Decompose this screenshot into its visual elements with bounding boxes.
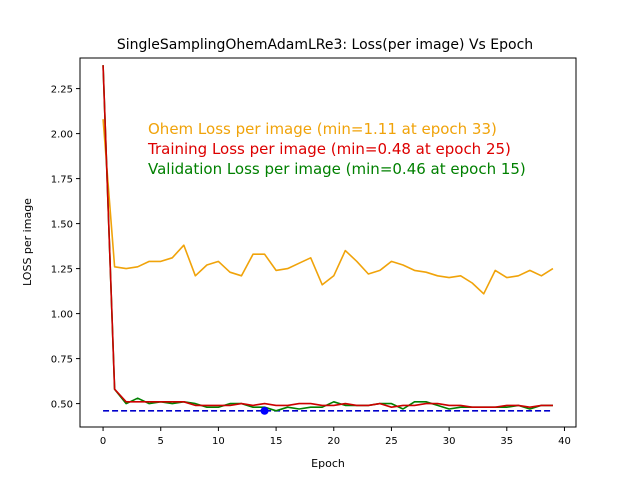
annotation-text: Ohem Loss per image (min=1.11 at epoch 3… — [148, 120, 497, 138]
x-tick-label: 5 — [158, 436, 164, 447]
y-tick-label: 0.50 — [51, 400, 73, 411]
y-tick-label: 1.00 — [51, 310, 73, 321]
x-tick-label: 15 — [270, 436, 283, 447]
y-tick-label: 2.00 — [51, 130, 73, 141]
plot-frame — [79, 57, 577, 428]
x-axis-label: Epoch — [311, 457, 345, 470]
y-tick-label: 0.75 — [51, 355, 73, 366]
series-line-1 — [102, 65, 553, 412]
x-tick-label: 10 — [212, 436, 225, 447]
series-line-0 — [102, 119, 554, 295]
chart-title: SingleSamplingOhemAdamLRe3: Loss(per ima… — [117, 37, 533, 53]
axes: 0 5 10 15 20 25 30 35 40 0.50 0.75 1.00 1.25 1.50 1.75… — [51, 57, 577, 447]
legend-annotations: Ohem Loss per image (min=1.11 at epoch 3… — [147, 120, 526, 178]
plot-area — [102, 65, 554, 415]
x-tick-label: 25 — [385, 436, 398, 447]
y-tick-label: 2.25 — [51, 85, 73, 96]
annotation-text: Training Loss per image (min=0.48 at epo… — [147, 140, 511, 158]
x-tick-label: 20 — [327, 436, 340, 447]
y-tick-label: 1.50 — [51, 220, 73, 231]
x-tick-label: 0 — [100, 436, 106, 447]
y-tick-label: 1.75 — [51, 175, 73, 186]
series-line-2 — [102, 65, 553, 409]
x-tick-label: 35 — [500, 436, 513, 447]
annotation-text: Validation Loss per image (min=0.46 at e… — [148, 160, 526, 178]
y-tick-label: 1.25 — [51, 265, 73, 276]
min-marker-point — [260, 406, 269, 415]
y-axis-label: LOSS per image — [21, 198, 34, 286]
x-tick-label: 40 — [558, 436, 571, 447]
x-tick-label: 30 — [443, 436, 456, 447]
